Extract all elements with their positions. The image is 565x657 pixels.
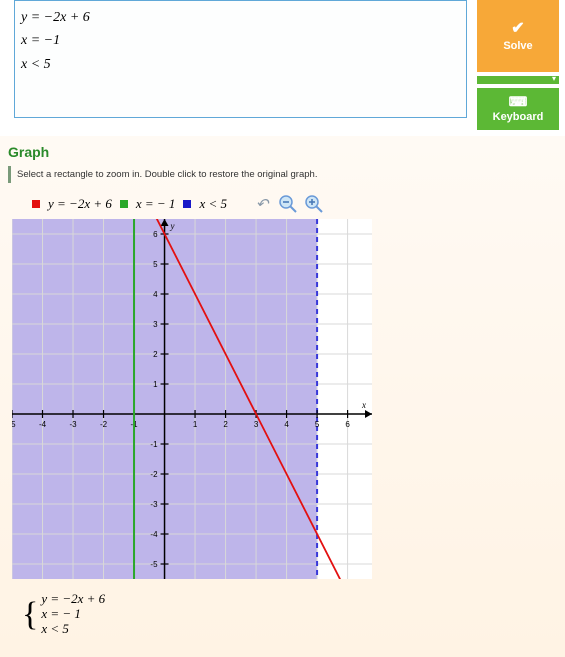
legend-swatch-2: [120, 200, 128, 208]
svg-text:6: 6: [153, 230, 158, 239]
equation-input-box[interactable]: y = −2x + 6 x = −1 x < 5: [14, 0, 467, 118]
legend-label-3: x < 5: [199, 196, 227, 212]
equation-line: x < 5: [21, 54, 460, 76]
svg-text:5: 5: [153, 260, 158, 269]
equation-line: y = −2x + 6: [21, 7, 460, 29]
svg-text:-3: -3: [150, 500, 158, 509]
svg-text:-2: -2: [150, 470, 158, 479]
svg-text:1: 1: [193, 420, 198, 429]
legend-swatch-3: [183, 200, 191, 208]
svg-text:6: 6: [345, 420, 350, 429]
keyboard-button-label: Keyboard: [493, 111, 544, 123]
system-equation-display: { y = −2x + 6 x = − 1 x < 5: [8, 584, 557, 649]
graph-canvas[interactable]: -5-4-3-2-1123456-5-4-3-2-1123456xy: [12, 219, 372, 579]
system-line: y = −2x + 6: [41, 592, 105, 607]
legend-label-1: y = −2x + 6: [48, 196, 112, 212]
brace-icon: {: [22, 601, 38, 628]
svg-text:1: 1: [153, 380, 158, 389]
zoom-out-icon[interactable]: [277, 193, 299, 215]
svg-text:-3: -3: [69, 420, 77, 429]
svg-text:-5: -5: [12, 420, 16, 429]
svg-text:-1: -1: [150, 440, 158, 449]
svg-text:5: 5: [315, 420, 320, 429]
svg-text:2: 2: [223, 420, 228, 429]
svg-text:3: 3: [153, 320, 158, 329]
graph-hint: Select a rectangle to zoom in. Double cl…: [8, 166, 557, 183]
svg-text:3: 3: [254, 420, 259, 429]
keyboard-button[interactable]: ⌨ Keyboard: [477, 88, 559, 130]
legend-row: y = −2x + 6 x = − 1 x < 5 ↶: [8, 193, 557, 215]
svg-text:x: x: [361, 400, 366, 410]
legend-swatch-1: [32, 200, 40, 208]
svg-text:4: 4: [284, 420, 289, 429]
svg-text:-5: -5: [150, 560, 158, 569]
solve-button-label: Solve: [503, 40, 532, 52]
dropdown-tab[interactable]: ▾: [477, 76, 559, 84]
solve-button[interactable]: ✔ Solve: [477, 0, 559, 72]
graph-title: Graph: [8, 144, 557, 160]
equation-line: x = −1: [21, 30, 460, 52]
system-line: x < 5: [41, 622, 105, 637]
svg-text:2: 2: [153, 350, 158, 359]
undo-icon[interactable]: ↶: [251, 193, 273, 215]
svg-text:-4: -4: [39, 420, 47, 429]
svg-text:-4: -4: [150, 530, 158, 539]
graph-section: Graph Select a rectangle to zoom in. Dou…: [0, 136, 565, 657]
svg-text:4: 4: [153, 290, 158, 299]
check-icon: ✔: [511, 18, 524, 38]
keyboard-icon: ⌨: [509, 94, 528, 110]
zoom-in-icon[interactable]: [303, 193, 325, 215]
system-line: x = − 1: [41, 607, 105, 622]
legend-label-2: x = − 1: [136, 196, 176, 212]
svg-text:-2: -2: [100, 420, 108, 429]
svg-text:y: y: [170, 221, 175, 231]
